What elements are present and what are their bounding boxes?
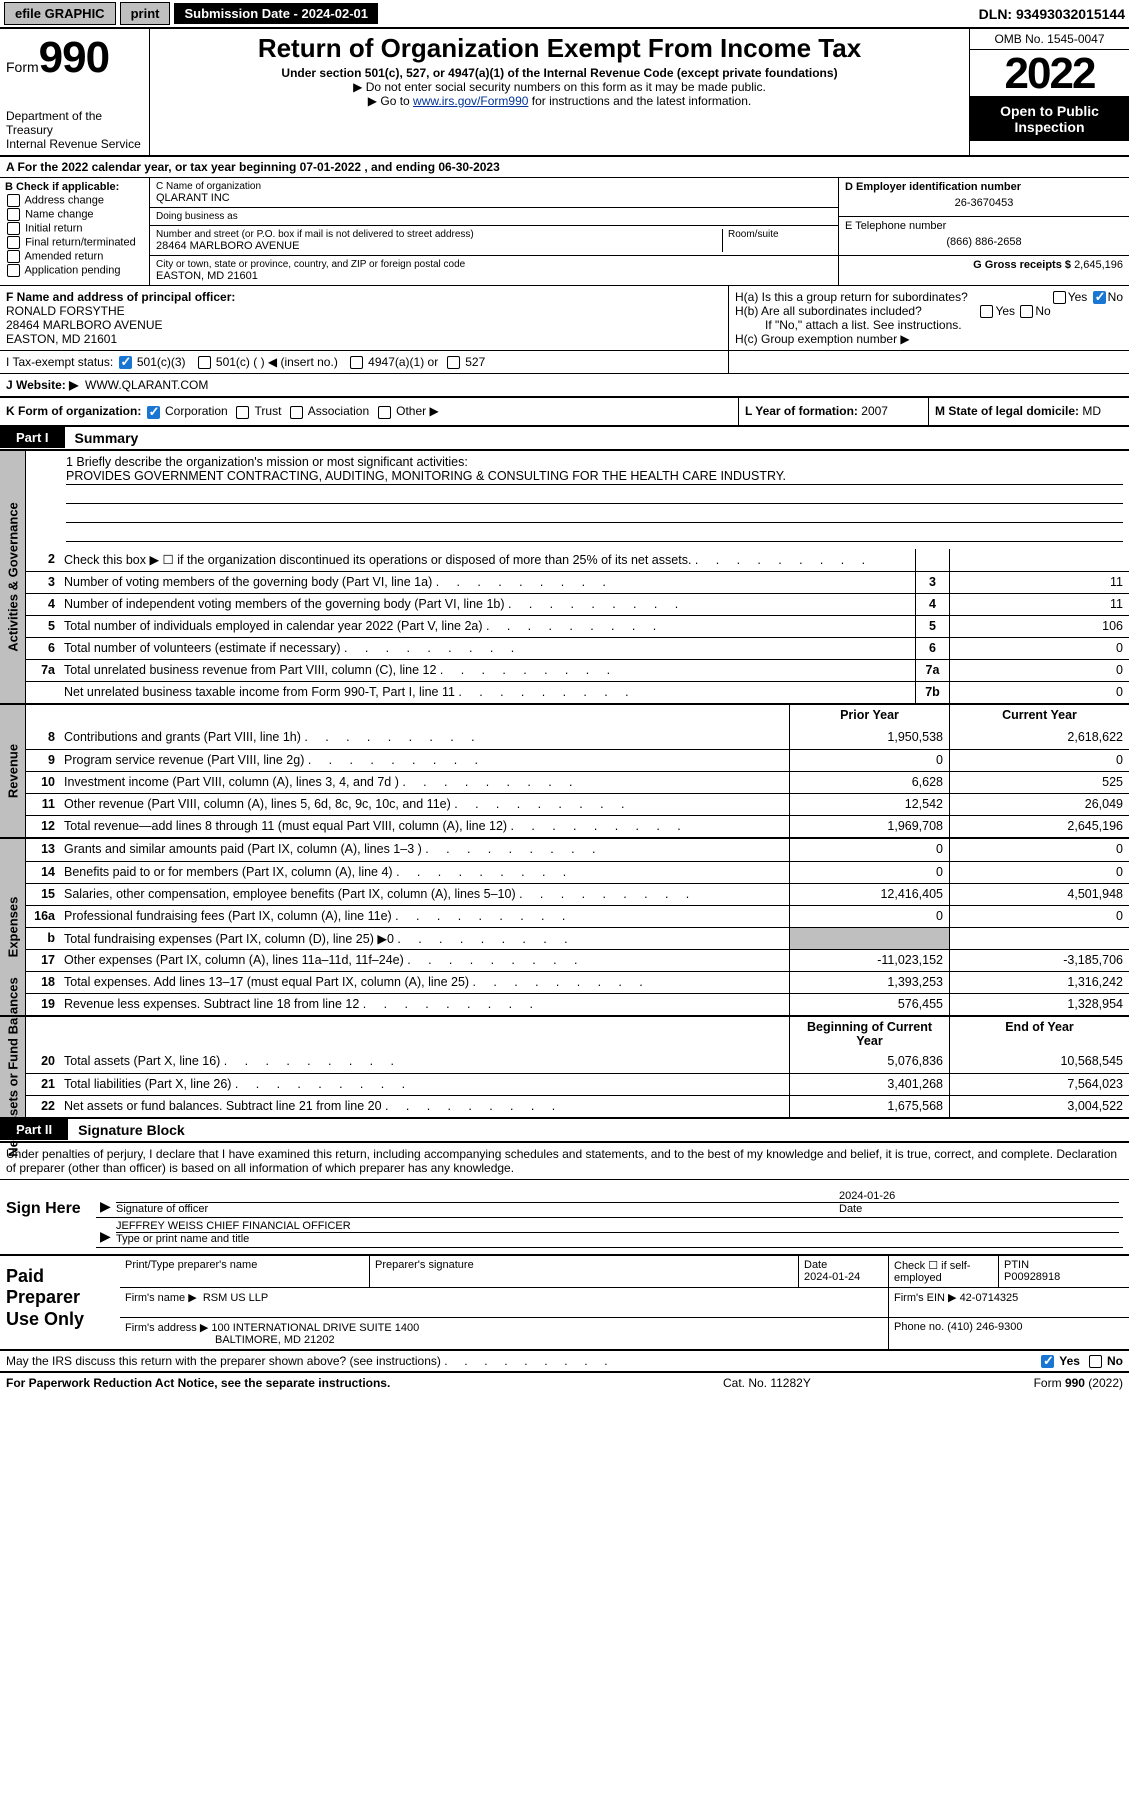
telephone: (866) 886-2658 (845, 232, 1123, 252)
sign-here-block: Sign Here Signature of officer 2024-01-2… (0, 1180, 1129, 1256)
subtitle-1: Under section 501(c), 527, or 4947(a)(1)… (156, 66, 963, 80)
ein: 26-3670453 (845, 193, 1123, 213)
table-row: 3Number of voting members of the governi… (26, 571, 1129, 593)
paid-preparer-block: Paid Preparer Use Only Print/Type prepar… (0, 1256, 1129, 1351)
efile-button[interactable]: efile GRAPHIC (4, 2, 116, 25)
section-net-assets: Net Assets or Fund Balances Beginning of… (0, 1017, 1129, 1119)
section-governance: Activities & Governance 1 Briefly descri… (0, 451, 1129, 705)
submission-date: Submission Date - 2024-02-01 (174, 3, 378, 24)
state-domicile: MD (1082, 404, 1101, 418)
year-formation: 2007 (861, 404, 888, 418)
form-title: Return of Organization Exempt From Incom… (156, 33, 963, 64)
website: WWW.QLARANT.COM (85, 378, 208, 392)
table-row: 11Other revenue (Part VIII, column (A), … (26, 793, 1129, 815)
table-row: 2Check this box ▶ ☐ if the organization … (26, 549, 1129, 571)
page-footer: For Paperwork Reduction Act Notice, see … (0, 1373, 1129, 1393)
omb-number: OMB No. 1545-0047 (970, 29, 1129, 50)
mission: 1 Briefly describe the organization's mi… (26, 451, 1129, 549)
table-row: 16aProfessional fundraising fees (Part I… (26, 905, 1129, 927)
firm-name: RSM US LLP (203, 1292, 268, 1304)
box-b: B Check if applicable: Address change Na… (0, 178, 150, 285)
table-row: 5Total number of individuals employed in… (26, 615, 1129, 637)
firm-phone: (410) 246-9300 (947, 1321, 1022, 1333)
ptin: P00928918 (1004, 1271, 1060, 1283)
table-row: 19Revenue less expenses. Subtract line 1… (26, 993, 1129, 1015)
row-a-tax-year: A For the 2022 calendar year, or tax yea… (0, 157, 1129, 178)
form-number: Form990 (6, 33, 143, 83)
table-row: 17Other expenses (Part IX, column (A), l… (26, 949, 1129, 971)
sign-date: 2024-01-26 (839, 1190, 1119, 1202)
officer-name-title: JEFFREY WEISS CHIEF FINANCIAL OFFICER (116, 1220, 1119, 1232)
row-k-l-m: K Form of organization: Corporation Trus… (0, 398, 1129, 426)
dept-treasury: Department of the Treasury (6, 109, 143, 137)
table-row: 8Contributions and grants (Part VIII, li… (26, 727, 1129, 749)
officer-name: RONALD FORSYTHE (6, 304, 125, 318)
mission-text: PROVIDES GOVERNMENT CONTRACTING, AUDITIN… (66, 469, 1123, 485)
part-1-header: Part I Summary (0, 427, 1129, 451)
table-row: 14Benefits paid to or for members (Part … (26, 861, 1129, 883)
table-row: bTotal fundraising expenses (Part IX, co… (26, 927, 1129, 949)
subtitle-3: ▶ Go to www.irs.gov/Form990 for instruct… (156, 94, 963, 108)
irs-link[interactable]: www.irs.gov/Form990 (413, 94, 528, 108)
table-row: 22Net assets or fund balances. Subtract … (26, 1095, 1129, 1117)
row-j-website: J Website: ▶ WWW.QLARANT.COM (0, 374, 1129, 398)
row-f-h: F Name and address of principal officer:… (0, 286, 1129, 351)
subtitle-2: ▶ Do not enter social security numbers o… (156, 80, 963, 94)
table-row: 13Grants and similar amounts paid (Part … (26, 839, 1129, 861)
table-row: 21Total liabilities (Part X, line 26)3,4… (26, 1073, 1129, 1095)
firm-address-2: BALTIMORE, MD 21202 (125, 1334, 335, 1346)
prep-date: 2024-01-24 (804, 1271, 860, 1283)
table-row: 4Number of independent voting members of… (26, 593, 1129, 615)
table-row: 10Investment income (Part VIII, column (… (26, 771, 1129, 793)
table-row: 6Total number of volunteers (estimate if… (26, 637, 1129, 659)
gross-receipts: 2,645,196 (1074, 259, 1123, 271)
signature-intro: Under penalties of perjury, I declare th… (0, 1143, 1129, 1180)
table-row: 15Salaries, other compensation, employee… (26, 883, 1129, 905)
tax-year: 2022 (970, 50, 1129, 97)
table-row: 18Total expenses. Add lines 13–17 (must … (26, 971, 1129, 993)
city-state-zip: EASTON, MD 21601 (156, 270, 832, 282)
street: 28464 MARLBORO AVENUE (156, 240, 722, 252)
box-c: C Name of organization QLARANT INC Doing… (150, 178, 839, 285)
entity-info-grid: B Check if applicable: Address change Na… (0, 178, 1129, 286)
firm-ein: 42-0714325 (960, 1292, 1019, 1304)
open-public-inspection: Open to Public Inspection (970, 97, 1129, 141)
form-header: Form990 Department of the Treasury Inter… (0, 29, 1129, 157)
irs-label: Internal Revenue Service (6, 137, 143, 151)
table-row: 9Program service revenue (Part VIII, lin… (26, 749, 1129, 771)
top-bar: efile GRAPHIC print Submission Date - 20… (0, 0, 1129, 29)
dln: DLN: 93493032015144 (979, 6, 1125, 22)
discuss-question: May the IRS discuss this return with the… (0, 1351, 1129, 1373)
row-i: I Tax-exempt status: 501(c)(3) 501(c) ( … (0, 351, 1129, 374)
section-expenses: Expenses 13Grants and similar amounts pa… (0, 839, 1129, 1017)
firm-address-1: 100 INTERNATIONAL DRIVE SUITE 1400 (211, 1322, 419, 1334)
table-row: 12Total revenue—add lines 8 through 11 (… (26, 815, 1129, 837)
section-revenue: Revenue Prior Year Current Year 8Contrib… (0, 705, 1129, 839)
print-button[interactable]: print (120, 2, 171, 25)
table-row: 7aTotal unrelated business revenue from … (26, 659, 1129, 681)
part-2-header: Part II Signature Block (0, 1119, 1129, 1143)
org-name: QLARANT INC (156, 192, 832, 204)
box-d-e-g: D Employer identification number 26-3670… (839, 178, 1129, 285)
table-row: 20Total assets (Part X, line 16)5,076,83… (26, 1051, 1129, 1073)
table-row: Net unrelated business taxable income fr… (26, 681, 1129, 703)
